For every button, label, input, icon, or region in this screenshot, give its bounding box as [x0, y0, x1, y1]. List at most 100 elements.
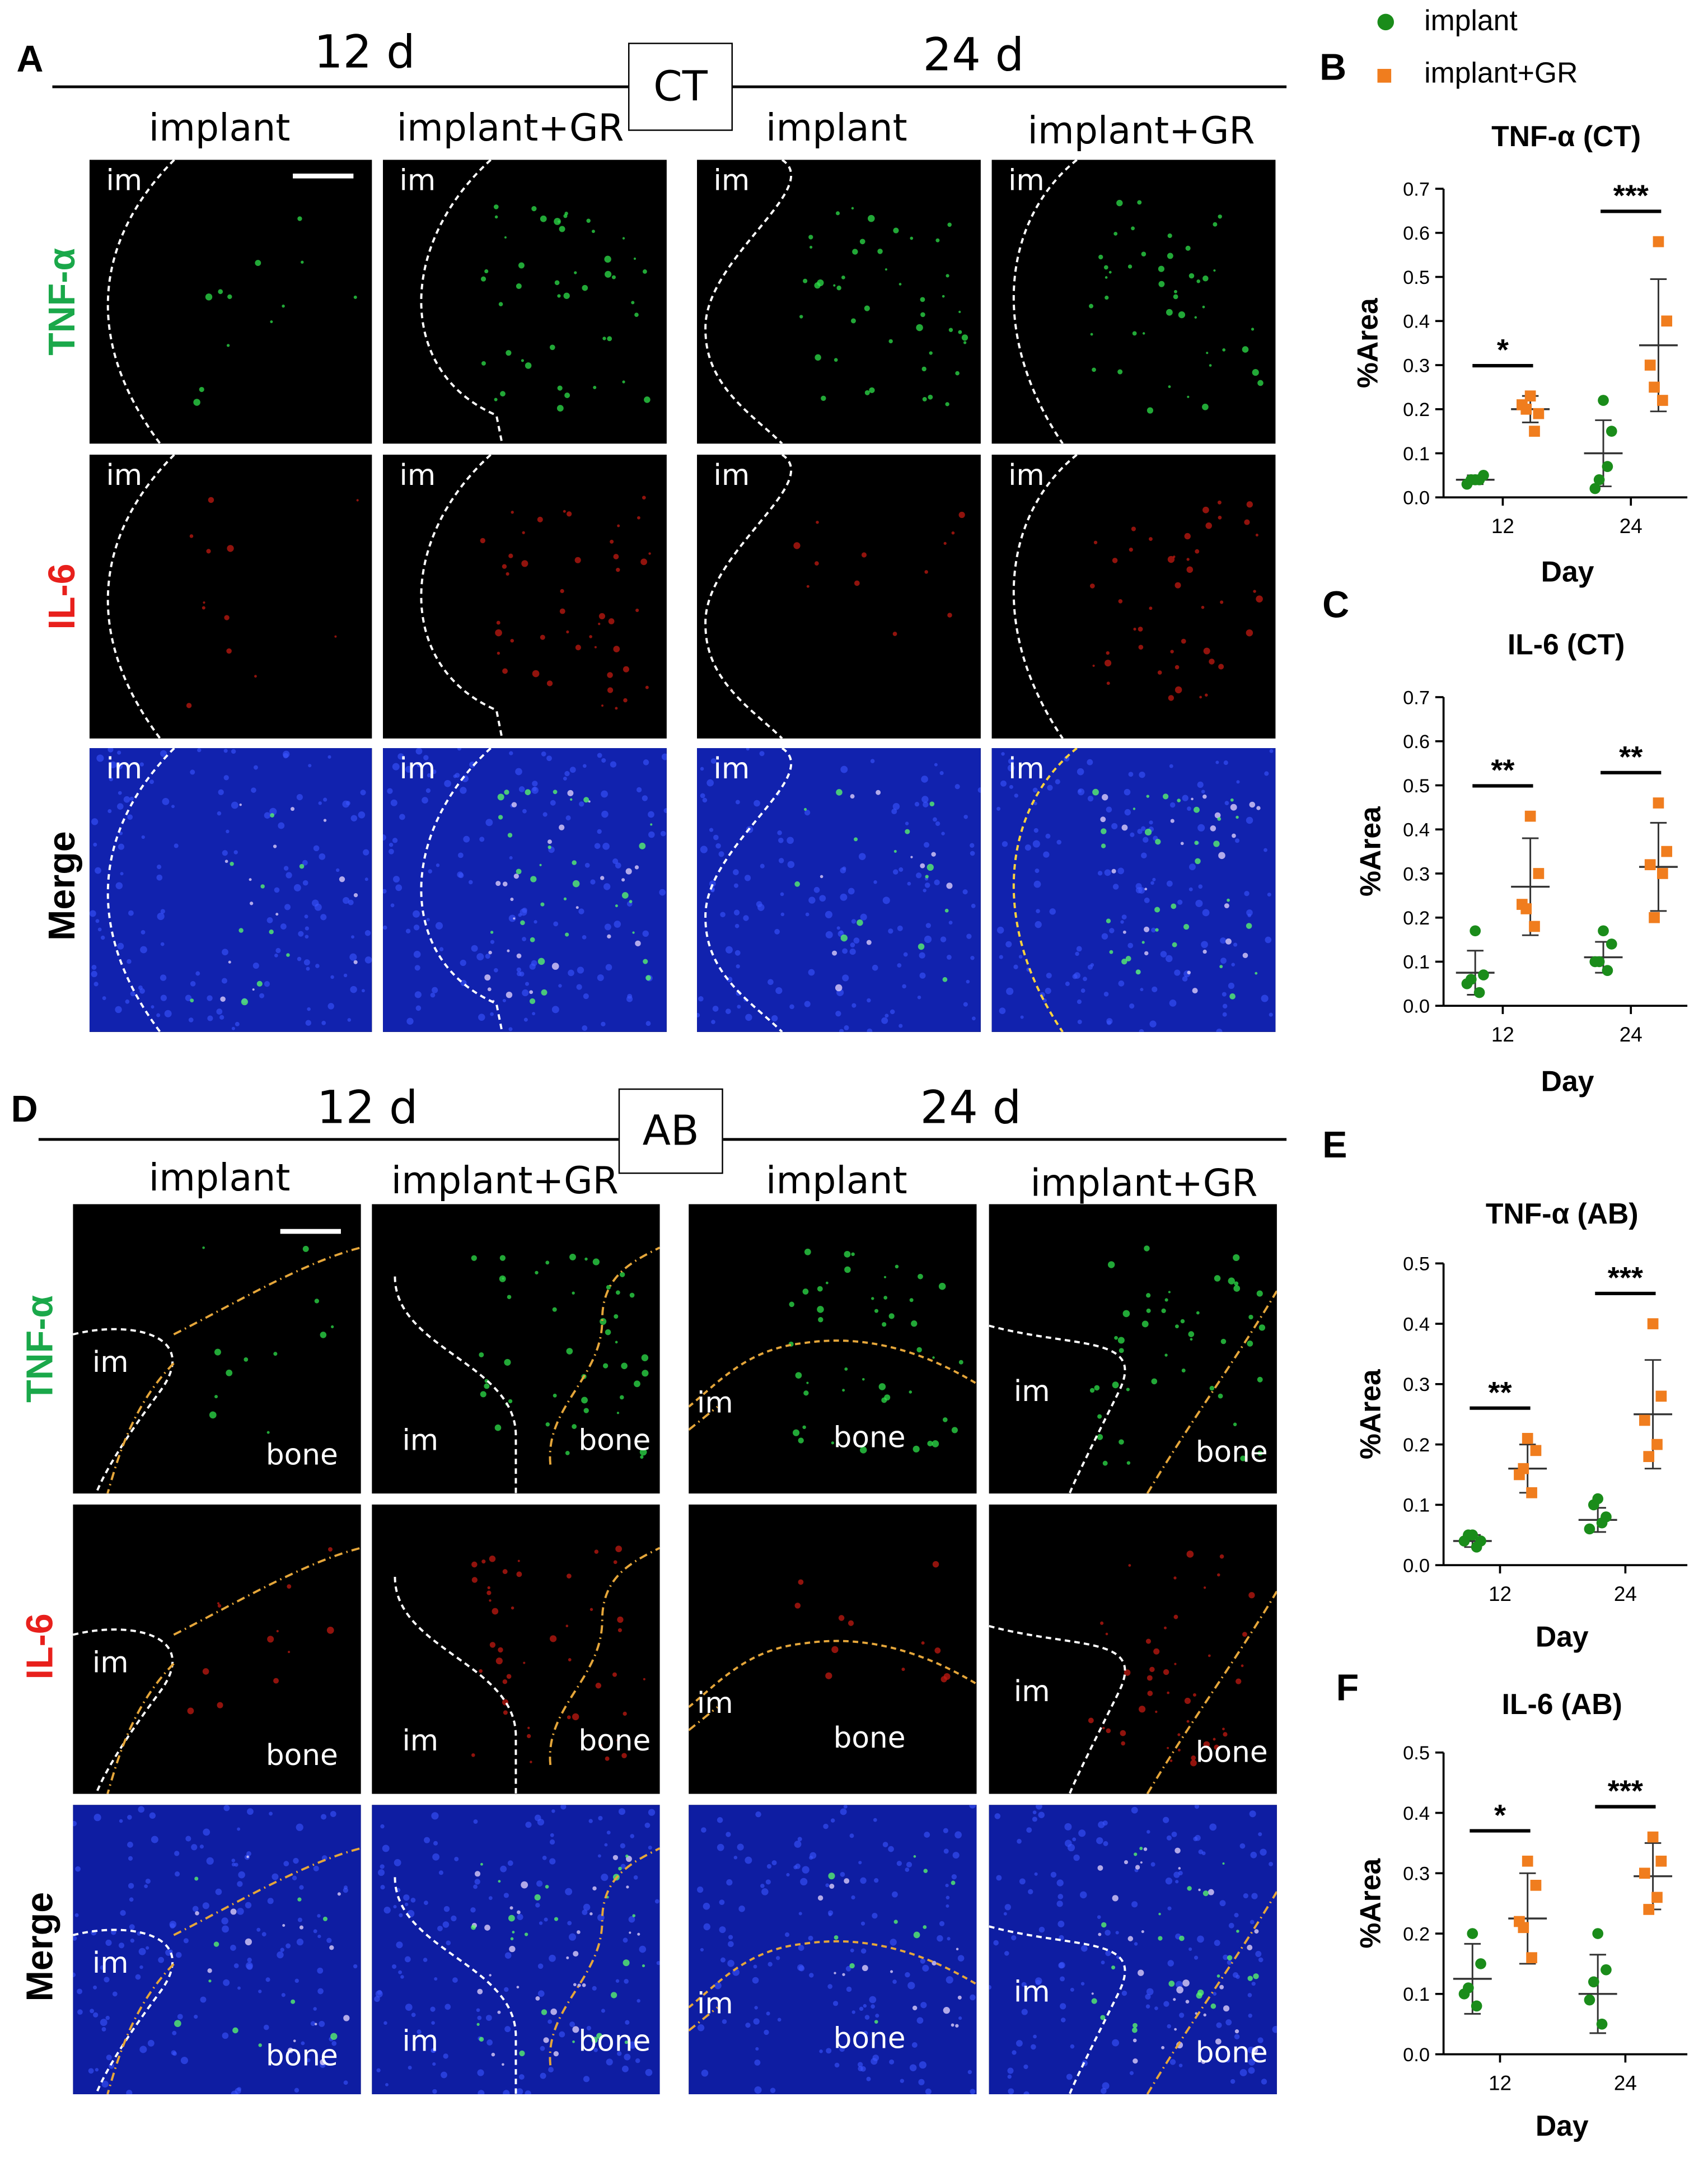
significance-label: *: [1497, 333, 1509, 367]
tile-label: im: [400, 164, 436, 198]
y-axis-label: %Area: [1354, 1369, 1386, 1459]
micrograph-tile: im bone: [372, 1805, 660, 2094]
panel-label-d: D: [11, 1088, 38, 1130]
data-point: [1606, 938, 1617, 950]
tile-label: bone: [1196, 1736, 1268, 1769]
x-tick-label: 12: [1491, 1023, 1514, 1046]
micrograph-tile: im bone: [73, 1805, 361, 2094]
chart-f: IL-6 (AB) 0.0 0.1 0.2 0.3 0.4 0.5 12 24 Day %Area *…: [1354, 1688, 1688, 2142]
micrograph-image: im: [400, 160, 651, 444]
tile-label: im: [714, 459, 750, 492]
tile-label: im: [402, 1724, 438, 1758]
legend-label-implant: implant: [1424, 5, 1518, 38]
tile-label: im: [1014, 1675, 1050, 1708]
tile-label: bone: [578, 1724, 651, 1758]
data-point: [1602, 461, 1613, 472]
data-point: [1533, 868, 1545, 879]
data-point: [1639, 1414, 1650, 1426]
y-tick-label: 0.0: [1403, 1555, 1430, 1576]
x-axis-label: Day: [1536, 1620, 1589, 1652]
tile-label: im: [1014, 1375, 1050, 1408]
chart-title: IL-6 (CT): [1508, 628, 1625, 661]
data-point: [1606, 426, 1617, 437]
y-tick-label: 0.1: [1403, 1495, 1430, 1516]
x-axis-label: Day: [1536, 2109, 1589, 2142]
data-point: [1522, 1432, 1533, 1444]
micrograph-image: im: [704, 160, 968, 444]
tile-label: im: [697, 1386, 733, 1420]
legend-marker-implant: [1377, 13, 1395, 31]
y-tick-label: 0.3: [1403, 1374, 1430, 1395]
significance-label: **: [1488, 1376, 1512, 1409]
y-tick-label: 0.7: [1403, 179, 1430, 200]
panel-label-f: F: [1336, 1667, 1359, 1709]
tile-label: bone: [834, 2021, 906, 2055]
legend-marker-implant-gr: [1377, 69, 1392, 83]
tile-label: bone: [834, 1721, 906, 1755]
panel-label-c: C: [1322, 584, 1350, 626]
x-tick-label: 24: [1614, 2072, 1637, 2095]
data-point: [1588, 1499, 1599, 1511]
y-tick-label: 0.0: [1403, 2044, 1430, 2066]
tile-label: bone: [578, 2024, 651, 2058]
data-point: [1526, 1487, 1537, 1498]
data-point: [1524, 810, 1536, 822]
data-point: [1596, 1517, 1608, 1529]
day-label-24d-bottom: 24 d: [920, 1080, 1022, 1134]
tile-label: bone: [1196, 2036, 1268, 2070]
y-tick-label: 0.5: [1403, 1743, 1430, 1764]
micrograph-image: im: [89, 748, 372, 1032]
data-point: [1643, 1451, 1655, 1462]
y-tick-label: 0.2: [1403, 1435, 1430, 1456]
data-point: [1584, 1994, 1595, 2006]
data-point: [1656, 395, 1668, 406]
tile-label: im: [697, 1687, 733, 1720]
micrograph-tile: im: [89, 454, 372, 739]
data-point: [1520, 403, 1532, 415]
data-point: [1530, 1880, 1542, 1891]
data-point: [1656, 868, 1668, 879]
y-tick-label: 0.6: [1403, 731, 1430, 753]
micrograph-tile: im: [383, 748, 667, 1032]
data-point: [1533, 408, 1545, 419]
column-label: implant: [766, 107, 907, 151]
panel-label-a: A: [16, 38, 44, 80]
x-tick-label: 12: [1491, 515, 1514, 538]
tile-label: im: [106, 752, 142, 786]
data-point: [1463, 1982, 1474, 1993]
y-tick-label: 0.4: [1403, 1803, 1430, 1824]
x-tick-label: 12: [1489, 2072, 1512, 2095]
y-axis-label: %Area: [1354, 806, 1386, 896]
data-point: [1471, 2000, 1482, 2012]
data-point: [1639, 1867, 1650, 1879]
significance-label: *: [1494, 1799, 1506, 1832]
tile-label: im: [714, 164, 750, 198]
tile-label: bone: [834, 1421, 906, 1455]
micrograph-image: im bone: [989, 1551, 1277, 1794]
micrograph-image: im: [1008, 454, 1263, 739]
column-label: implant+GR: [396, 107, 624, 151]
data-point: [1644, 359, 1656, 371]
significance-label: ***: [1613, 179, 1649, 213]
data-point: [1470, 925, 1481, 937]
significance-label: ***: [1608, 1775, 1644, 1808]
day-label-24d-top: 24 d: [923, 27, 1024, 82]
tile-label: bone: [578, 1424, 651, 1458]
micrograph-image: im: [704, 454, 965, 739]
tile-label: im: [92, 1646, 129, 1680]
y-tick-label: 0.5: [1403, 267, 1430, 288]
micrograph-image: im bone: [989, 1805, 1277, 2094]
x-tick-label: 24: [1620, 515, 1643, 538]
column-label: implant: [148, 1157, 291, 1201]
micrograph-image: im bone: [989, 1245, 1277, 1494]
micrograph-image: im bone: [73, 1229, 361, 1494]
micrograph-image: im: [383, 748, 667, 1032]
tile-label: im: [92, 1346, 129, 1379]
tile-label: im: [402, 2024, 438, 2058]
legend-label-implant-gr: implant+GR: [1424, 58, 1578, 90]
data-point: [1588, 1976, 1599, 1988]
micrograph-image: im bone: [689, 1248, 977, 1455]
data-point: [1518, 1922, 1529, 1934]
micrograph-tile: im bone: [689, 1204, 977, 1494]
y-tick-label: 0.6: [1403, 223, 1430, 244]
